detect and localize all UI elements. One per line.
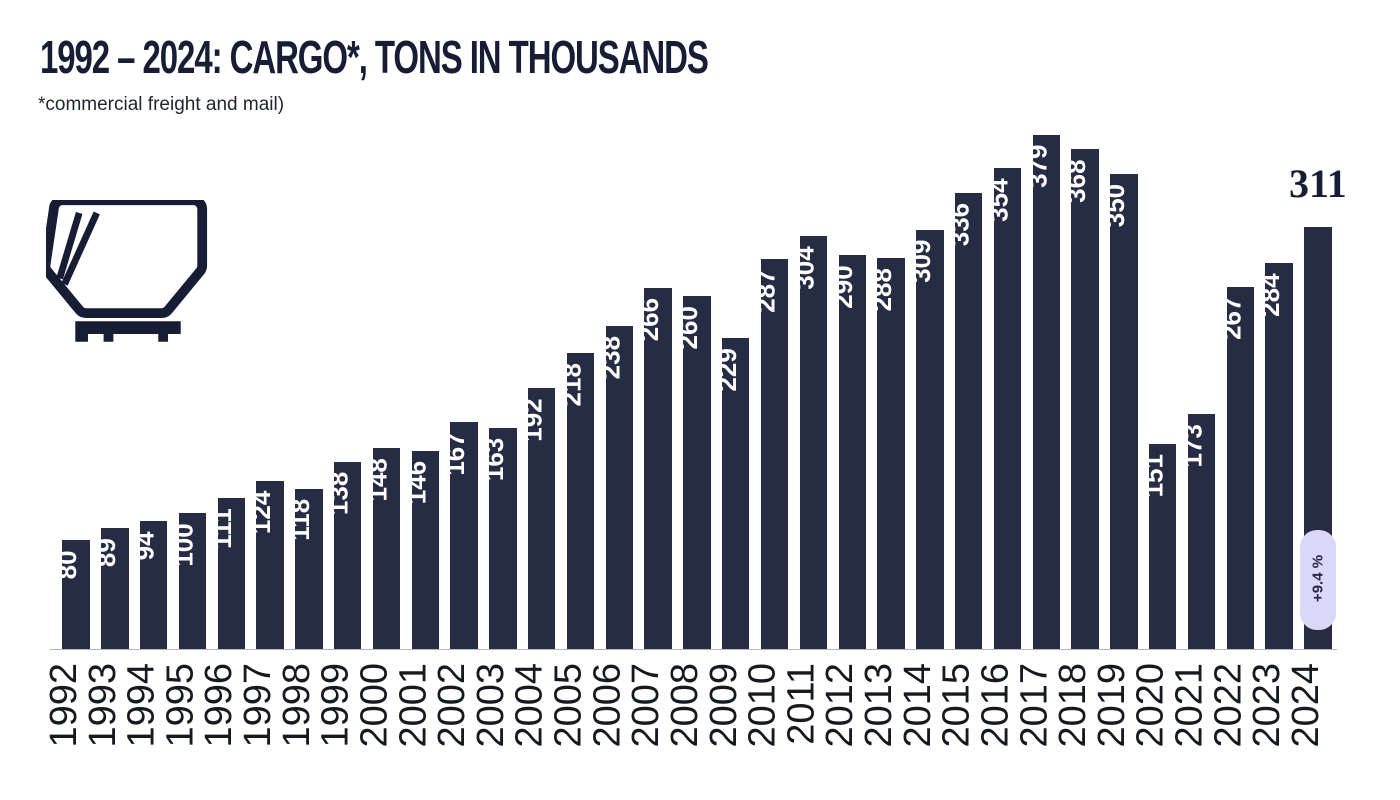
- svg-text:173: 173: [1177, 424, 1207, 467]
- svg-text:2012: 2012: [819, 663, 861, 748]
- svg-text:2013: 2013: [858, 663, 900, 748]
- svg-text:148: 148: [362, 458, 392, 501]
- svg-text:2010: 2010: [742, 663, 784, 748]
- svg-text:2011: 2011: [780, 663, 822, 745]
- svg-text:287: 287: [751, 269, 781, 312]
- svg-text:309: 309: [906, 240, 936, 283]
- svg-text:238: 238: [595, 336, 625, 379]
- svg-text:151: 151: [1139, 454, 1169, 497]
- svg-text:1999: 1999: [315, 663, 357, 748]
- svg-text:2020: 2020: [1130, 663, 1172, 748]
- svg-text:89: 89: [91, 538, 121, 567]
- svg-text:266: 266: [634, 298, 664, 341]
- svg-text:2007: 2007: [625, 663, 667, 748]
- svg-text:2009: 2009: [703, 663, 745, 748]
- svg-text:290: 290: [828, 265, 858, 308]
- svg-text:1996: 1996: [198, 663, 240, 748]
- svg-text:229: 229: [712, 348, 742, 391]
- svg-text:284: 284: [1255, 273, 1285, 317]
- svg-text:138: 138: [324, 472, 354, 515]
- svg-text:260: 260: [673, 306, 703, 349]
- svg-text:2015: 2015: [936, 663, 978, 748]
- svg-text:146: 146: [401, 461, 431, 504]
- svg-text:118: 118: [285, 499, 315, 541]
- svg-text:111: 111: [207, 508, 237, 549]
- svg-text:2004: 2004: [509, 663, 551, 748]
- svg-text:336: 336: [945, 203, 975, 246]
- svg-text:80: 80: [52, 550, 82, 579]
- svg-text:1993: 1993: [82, 663, 124, 748]
- svg-text:2023: 2023: [1246, 663, 1288, 748]
- svg-text:2005: 2005: [548, 663, 590, 748]
- svg-text:288: 288: [867, 268, 897, 311]
- svg-text:2019: 2019: [1091, 663, 1133, 748]
- svg-text:2016: 2016: [974, 663, 1016, 748]
- svg-text:2024: 2024: [1285, 663, 1327, 748]
- svg-text:267: 267: [1216, 297, 1246, 340]
- svg-text:218: 218: [557, 363, 587, 406]
- svg-text:2006: 2006: [586, 663, 628, 748]
- svg-text:2018: 2018: [1052, 663, 1094, 748]
- svg-text:1995: 1995: [159, 663, 201, 748]
- svg-text:368: 368: [1061, 159, 1091, 202]
- svg-text:2008: 2008: [664, 663, 706, 748]
- svg-text:379: 379: [1022, 145, 1052, 188]
- svg-text:2022: 2022: [1207, 663, 1249, 748]
- svg-text:304: 304: [789, 246, 819, 290]
- svg-text:1992: 1992: [43, 663, 85, 748]
- svg-text:94: 94: [130, 531, 160, 560]
- svg-text:1994: 1994: [121, 663, 163, 748]
- svg-text:2002: 2002: [431, 663, 473, 748]
- svg-text:354: 354: [983, 178, 1013, 222]
- svg-text:2001: 2001: [392, 663, 434, 748]
- svg-text:100: 100: [168, 523, 198, 566]
- svg-text:2021: 2021: [1168, 663, 1210, 748]
- svg-text:2017: 2017: [1013, 663, 1055, 748]
- svg-text:1998: 1998: [276, 663, 318, 748]
- svg-text:2000: 2000: [353, 663, 395, 748]
- svg-text:167: 167: [440, 432, 470, 475]
- svg-text:163: 163: [479, 438, 509, 481]
- svg-text:124: 124: [246, 490, 276, 534]
- svg-text:1997: 1997: [237, 663, 279, 748]
- svg-text:2014: 2014: [897, 663, 939, 748]
- svg-text:350: 350: [1100, 184, 1130, 227]
- svg-text:192: 192: [518, 398, 548, 441]
- svg-text:2003: 2003: [470, 663, 512, 748]
